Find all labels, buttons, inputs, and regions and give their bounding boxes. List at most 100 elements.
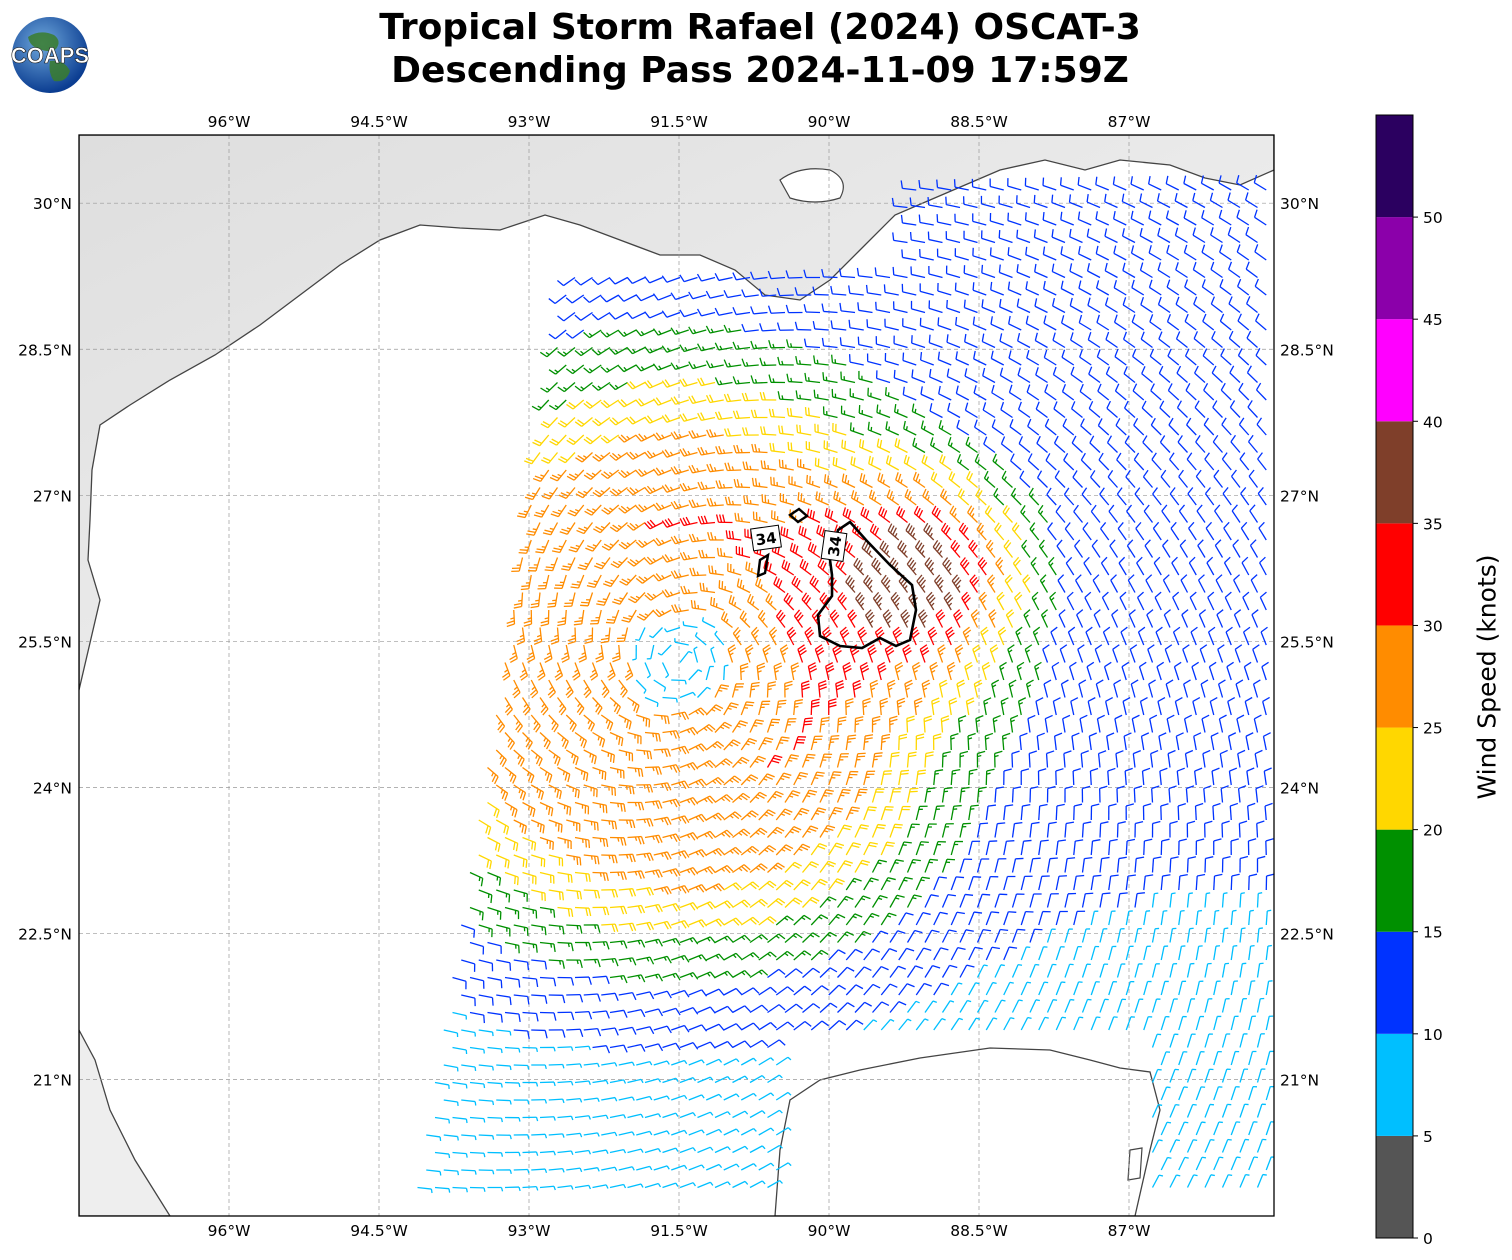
wind-barb xyxy=(522,836,537,851)
wind-barb xyxy=(539,941,556,953)
wind-barb xyxy=(950,911,965,926)
wind-barb xyxy=(855,592,865,611)
wind-barb xyxy=(1077,211,1092,226)
wind-barb xyxy=(504,976,521,988)
wind-barb xyxy=(1057,574,1066,593)
wind-barb xyxy=(776,287,794,297)
wind-barb xyxy=(1106,732,1115,751)
wind-barb xyxy=(1126,539,1136,558)
wind-barb xyxy=(898,805,911,821)
wind-barb xyxy=(898,947,915,961)
wind-barb xyxy=(1230,980,1238,996)
wind-barb xyxy=(1232,539,1241,558)
wind-barb xyxy=(601,958,619,967)
wind-barb xyxy=(670,431,689,440)
wind-barb xyxy=(939,454,952,471)
wind-barb xyxy=(975,488,987,506)
wind-barb xyxy=(688,499,707,509)
wind-barb xyxy=(1239,855,1249,873)
wind-barb xyxy=(688,669,703,681)
wind-barb xyxy=(558,487,576,499)
wind-barb xyxy=(1177,435,1188,453)
wind-barb xyxy=(924,557,935,576)
wind-barb xyxy=(994,999,1006,1013)
wind-barb xyxy=(845,1019,864,1031)
wind-barb xyxy=(1001,470,1013,488)
wind-barb xyxy=(1128,609,1136,628)
wind-barb xyxy=(532,469,550,482)
wind-barb xyxy=(537,574,550,590)
wind-barb xyxy=(1122,697,1131,716)
wind-barb xyxy=(872,591,883,611)
wind-barb xyxy=(662,730,681,739)
wind-barb xyxy=(1125,469,1136,488)
wind-barb xyxy=(644,415,663,424)
wind-barb xyxy=(1140,296,1153,314)
wind-barb xyxy=(1256,1033,1265,1048)
wind-barb xyxy=(779,493,794,506)
wind-barb xyxy=(716,547,733,559)
wind-barb xyxy=(1125,980,1135,996)
wind-barb xyxy=(1095,176,1109,191)
wind-barb xyxy=(548,819,563,833)
wind-barb xyxy=(653,1095,670,1101)
wind-barb xyxy=(831,354,847,366)
wind-barb xyxy=(1099,928,1108,943)
wind-barb xyxy=(518,539,532,554)
wind-barb xyxy=(1090,945,1100,961)
wind-barb xyxy=(906,965,924,978)
wind-barb xyxy=(1159,435,1171,453)
wind-barb xyxy=(831,388,847,401)
wind-barb xyxy=(565,714,577,733)
contour-label-right-text: 34 xyxy=(825,535,846,558)
wind-barb xyxy=(1016,195,1031,209)
wind-barb xyxy=(1143,1016,1153,1031)
wind-barb xyxy=(828,913,846,926)
wind-barb xyxy=(644,1008,664,1017)
wind-barb xyxy=(592,731,606,748)
wind-barb xyxy=(1051,298,1066,314)
wind-barb xyxy=(998,195,1013,209)
wind-barb xyxy=(1020,981,1032,996)
wind-barb xyxy=(1134,998,1144,1013)
wind-barb xyxy=(653,714,670,725)
wind-barb xyxy=(1152,487,1162,506)
wind-barb xyxy=(863,983,881,996)
wind-barb xyxy=(794,321,812,331)
wind-barb xyxy=(1221,1033,1231,1048)
wind-barb xyxy=(1125,910,1133,926)
wind-barb xyxy=(879,540,891,558)
wind-barb xyxy=(879,697,889,716)
wind-barb xyxy=(848,319,864,331)
wind-barb xyxy=(1147,175,1162,191)
wind-barb xyxy=(1200,175,1215,191)
wind-barb xyxy=(1245,261,1258,279)
wind-barb xyxy=(749,863,768,874)
wind-barb xyxy=(1020,946,1031,961)
wind-barb xyxy=(627,1043,646,1052)
wind-barb xyxy=(1255,313,1267,331)
wind-barb xyxy=(1265,909,1272,926)
wind-barb xyxy=(1116,928,1125,943)
wind-barb xyxy=(1059,177,1074,191)
wind-barb xyxy=(924,751,934,768)
wind-barb xyxy=(1061,383,1075,401)
wind-barb xyxy=(900,609,911,628)
wind-barb xyxy=(644,346,663,354)
wind-barb xyxy=(1095,245,1110,261)
wind-barb xyxy=(780,526,795,541)
wind-barb xyxy=(1093,609,1101,628)
wind-barb xyxy=(959,822,971,838)
wind-barb xyxy=(902,386,917,401)
wind-barb xyxy=(522,976,539,988)
wind-barb xyxy=(1158,365,1171,383)
wind-barb xyxy=(1184,348,1197,366)
wind-barb xyxy=(671,1094,688,1101)
wind-barb xyxy=(1080,418,1092,436)
wind-barb xyxy=(617,399,637,408)
wind-barb xyxy=(903,420,917,436)
wind-barb xyxy=(679,274,698,283)
wind-barb xyxy=(1166,279,1180,296)
wind-barb xyxy=(858,370,873,384)
wind-barb xyxy=(653,679,667,692)
